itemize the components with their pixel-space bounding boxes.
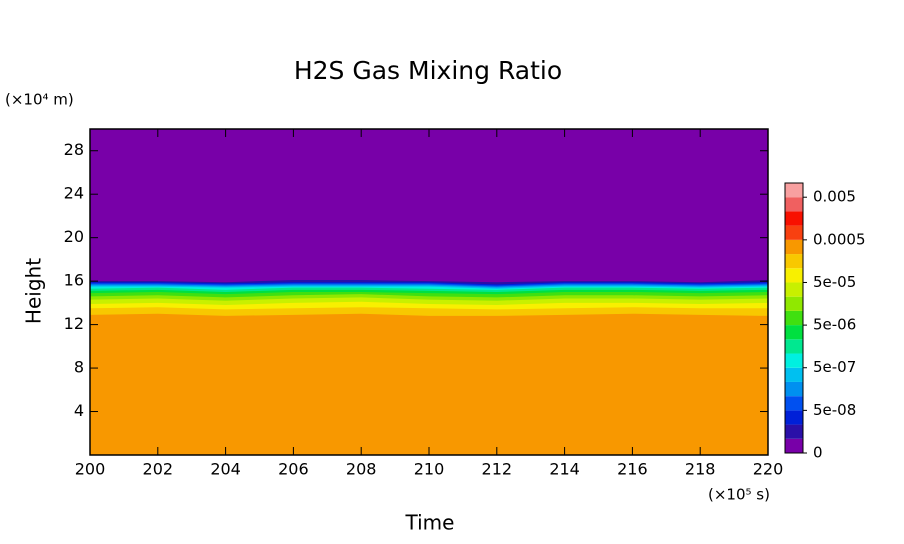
y-tick-label: 20 [64,227,84,246]
colorbar-swatch [785,310,803,326]
colorbar-swatch [785,367,803,382]
x-tick-label: 214 [549,460,580,479]
x-axis-title: Time [405,511,455,535]
x-tick-label: 220 [753,460,784,479]
x-tick-label: 208 [346,460,377,479]
x-tick-label: 218 [685,460,716,479]
colorbar-swatch [785,282,803,297]
x-tick-label: 204 [210,460,241,479]
x-tick-label: 202 [143,460,174,479]
colorbar-tick-label: 5e-08 [813,401,856,419]
colorbar-swatch [785,438,803,453]
x-unit: (×10⁵ s) [708,486,770,504]
colorbar-swatch [785,268,803,283]
colorbar-tick-label: 0.005 [813,188,856,206]
y-tick-label: 28 [64,140,84,159]
colorbar-swatch [785,325,803,340]
colorbar-swatch [785,381,803,397]
colorbar-tick-label: 5e-05 [813,273,856,291]
colorbar-swatch [785,197,803,212]
y-tick-label: 24 [64,184,84,203]
colorbar-frame [784,182,804,454]
colorbar-swatch [785,410,803,425]
y-tick-label: 12 [64,314,84,333]
y-tick-label: 16 [64,271,84,290]
colorbar-tick-label: 5e-06 [813,316,856,334]
y-tick-label: 4 [74,401,84,420]
colorbar-swatch [785,296,803,311]
chart-title: H2S Gas Mixing Ratio [294,56,562,85]
colorbar-swatch [785,339,803,354]
colorbar-tick-label: 0.0005 [813,230,866,248]
colorbar-tick-label: 0 [813,444,823,462]
colorbar-swatch [785,239,803,255]
x-tick-label: 206 [278,460,309,479]
y-tick-label: 8 [74,358,84,377]
colorbar-tick-label: 5e-07 [813,358,856,376]
colorbar-swatch [785,353,803,368]
colorbar-swatch [785,424,803,439]
x-tick-label: 212 [482,460,513,479]
colorbar-swatch [785,254,803,269]
colorbar-swatch [785,211,803,226]
y-axis-title: Height [22,258,46,324]
colorbar-swatch [785,183,803,198]
colorbar-swatch [785,225,803,240]
x-tick-label: 216 [617,460,648,479]
contour-band [90,129,768,283]
x-tick-label: 200 [75,460,106,479]
y-unit: (×10⁴ m) [5,91,74,109]
x-tick-label: 210 [414,460,445,479]
colorbar-swatch [785,396,803,411]
